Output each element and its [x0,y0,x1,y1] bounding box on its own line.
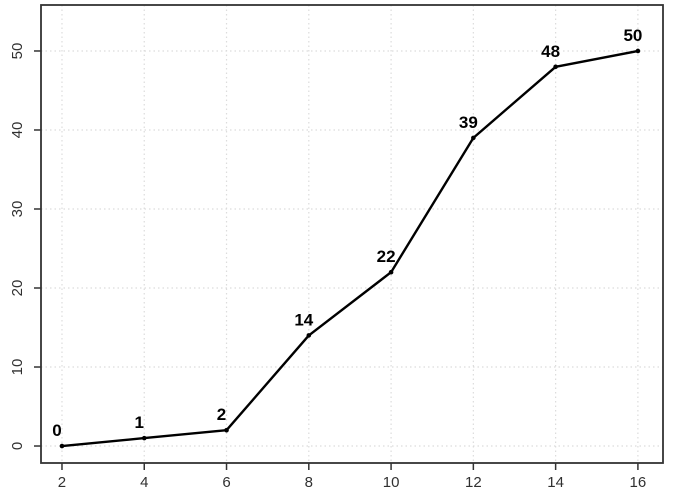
x-axis-tick-label: 8 [305,474,313,491]
point-label: 1 [135,413,144,432]
x-axis-tick-label: 4 [140,474,148,491]
data-point [471,135,476,141]
point-label: 39 [459,113,478,132]
x-axis-tick-label: 14 [547,474,564,491]
point-label: 48 [541,42,560,61]
y-axis-tick-label: 20 [9,280,26,297]
x-axis-tick-label: 16 [630,474,647,491]
data-point [635,48,641,54]
point-label: 22 [377,247,396,266]
data-point [553,64,558,70]
x-axis-tick-label: 2 [58,474,66,491]
data-point [141,435,147,441]
data-line [60,49,640,448]
point-label: 50 [623,26,642,45]
point-label: 0 [52,421,61,440]
point-label: 14 [294,310,313,329]
y-axis-tick-label: 30 [9,201,26,218]
x-axis-tick-label: 6 [222,474,230,491]
data-point [224,427,229,433]
x-axis-tick-label: 10 [383,474,400,491]
data-point [59,443,65,449]
y-axis-tick-label: 50 [9,43,26,60]
y-axis-tick-label: 40 [9,122,26,139]
x-axis-tick-label: 12 [465,474,482,491]
point-label: 2 [217,405,226,424]
data-point [306,333,312,338]
y-axis-tick-label: 0 [9,442,26,450]
data-point [388,269,394,275]
y-axis-tick-label: 10 [9,359,26,376]
plot-box [40,4,664,464]
